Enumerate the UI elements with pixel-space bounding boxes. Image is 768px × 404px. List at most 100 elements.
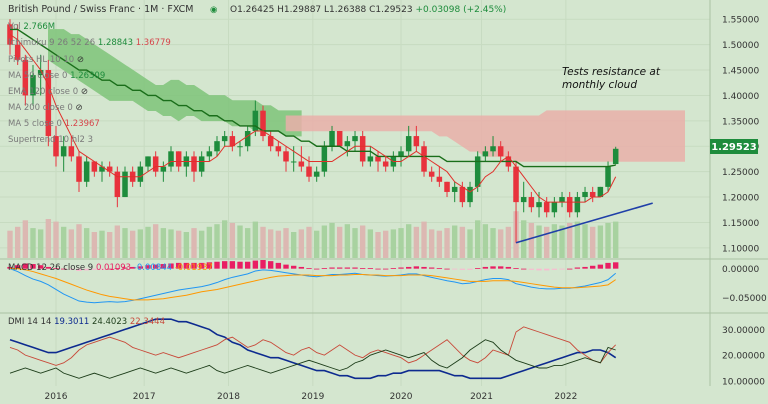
macd-histogram-bar [475, 268, 481, 269]
dmi-legend[interactable]: DMI 14 14 19.3011 24.4023 22.3444 [8, 317, 165, 327]
volume-bar [429, 229, 435, 258]
macd-histogram-bar [168, 263, 174, 269]
candle-body [214, 141, 220, 152]
moving-averages [9, 28, 617, 203]
macd-histogram-bar [152, 264, 159, 269]
volume-bar [45, 219, 52, 258]
volume-bar [298, 229, 305, 258]
candle-body [306, 166, 312, 177]
volume-bar [283, 228, 289, 258]
macd-histogram-bar [344, 267, 351, 269]
volume-bar [37, 229, 44, 258]
candle-body [574, 197, 581, 213]
ma50-line [10, 28, 616, 168]
indicator-pivots[interactable]: Pivots HL 10 10 ⊘ [8, 55, 84, 65]
symbol-title[interactable]: British Pound / Swiss Franc · 1M · FXCM [8, 4, 194, 15]
candle-body [114, 171, 121, 198]
volume-bar [498, 229, 504, 258]
macd-histogram-bar [337, 267, 343, 269]
time-axis: 2016 2017 2018 2019 2020 2021 2022 [45, 392, 578, 402]
candle-body [175, 151, 182, 167]
indicator-vol[interactable]: Vol 2.766M [8, 22, 56, 32]
candle-body [290, 161, 297, 163]
macd-histogram-bar [321, 268, 328, 269]
candle-body [589, 191, 596, 198]
volume-bar [574, 221, 581, 258]
indicator-ma50[interactable]: MA 50 close 0 1.26309 [8, 71, 106, 81]
candle-body [551, 202, 558, 213]
candle-body [528, 197, 535, 208]
macd-histogram-bar [413, 266, 420, 269]
candle-body [474, 156, 481, 187]
macd-histogram-bar [129, 266, 136, 269]
indicator-ema120[interactable]: EMA 120 close 0 ⊘ [8, 87, 88, 97]
volume-bar [505, 226, 512, 258]
candle-body [30, 75, 36, 96]
candle-body [405, 136, 412, 152]
candle-body [45, 70, 52, 137]
candle-body [244, 131, 251, 147]
macd-histogram-bar [53, 268, 59, 269]
candle-body [137, 166, 144, 182]
macd-histogram-bar [191, 262, 197, 269]
volume-bar [14, 226, 21, 258]
macd-histogram-bar [145, 265, 151, 269]
volume-bar [559, 225, 565, 258]
candle-body [497, 146, 504, 157]
indicator-ma200[interactable]: MA 200 close 0 ⊘ [8, 103, 83, 113]
volume-bar [613, 221, 619, 258]
candle-body [122, 171, 128, 198]
candle-body [490, 146, 496, 152]
macd-histogram-bar [459, 268, 466, 270]
candle-body [536, 202, 542, 208]
volume-bar [582, 224, 588, 258]
indicator-supertrend[interactable]: Supertrend 10 hl2 3 [8, 135, 94, 145]
macd-histogram-bar [367, 268, 374, 269]
macd-histogram-bar [175, 262, 182, 269]
volume-bar [214, 224, 220, 258]
macd-histogram-bar [498, 266, 504, 269]
candle-body [313, 171, 320, 177]
candle-body [367, 156, 374, 162]
volume-bar [490, 228, 496, 258]
cloud-red [285, 110, 686, 162]
volume-bar [406, 224, 412, 258]
indicator-ichimoku[interactable]: Ichimoku 9 26 52 26 1.28843 1.36779 [8, 38, 171, 48]
macd-histogram-bar [590, 265, 596, 269]
eye-icon[interactable]: ◉ [210, 5, 218, 15]
volume-bar [60, 226, 67, 258]
candle-body [229, 136, 236, 147]
volume-bar [252, 221, 259, 258]
macd-histogram-bar [229, 261, 236, 269]
candle-body [359, 136, 366, 162]
macd-histogram-bar [60, 268, 67, 270]
macd-histogram-bar [551, 268, 558, 270]
macd-tick-label: −0.05000 [722, 294, 767, 304]
volume-bar [145, 226, 151, 258]
macd-histogram-bar [421, 266, 427, 269]
candle-body [451, 186, 458, 192]
candle-body [106, 166, 113, 172]
year-label: 2017 [133, 392, 156, 402]
candle-body [428, 171, 435, 177]
candle-body [60, 146, 67, 157]
cloud-green [48, 29, 302, 137]
volume-bar [605, 222, 611, 258]
indicator-ma5[interactable]: MA 5 close 0 1.23967 [8, 119, 100, 129]
macd-histogram-bar [214, 261, 220, 269]
volume-bar [91, 232, 98, 258]
support-trendline [515, 202, 653, 244]
macd-histogram-bar [505, 266, 512, 269]
macd-histogram-bar [106, 268, 113, 270]
candle-body [83, 161, 90, 182]
volume-bar [229, 222, 236, 258]
macd-histogram-bar [429, 267, 435, 269]
price-tick-label: 1.15000 [722, 219, 759, 229]
macd-histogram-bar [452, 268, 458, 270]
volume-bar [152, 224, 159, 258]
macd-legend[interactable]: MACD 12 26 close 9 0.01093 -0.00844 -0.0… [8, 263, 213, 273]
volume-bar [352, 228, 358, 258]
candle-body [14, 44, 21, 60]
dmi-adx-line [9, 318, 617, 380]
candle-body [543, 202, 550, 213]
